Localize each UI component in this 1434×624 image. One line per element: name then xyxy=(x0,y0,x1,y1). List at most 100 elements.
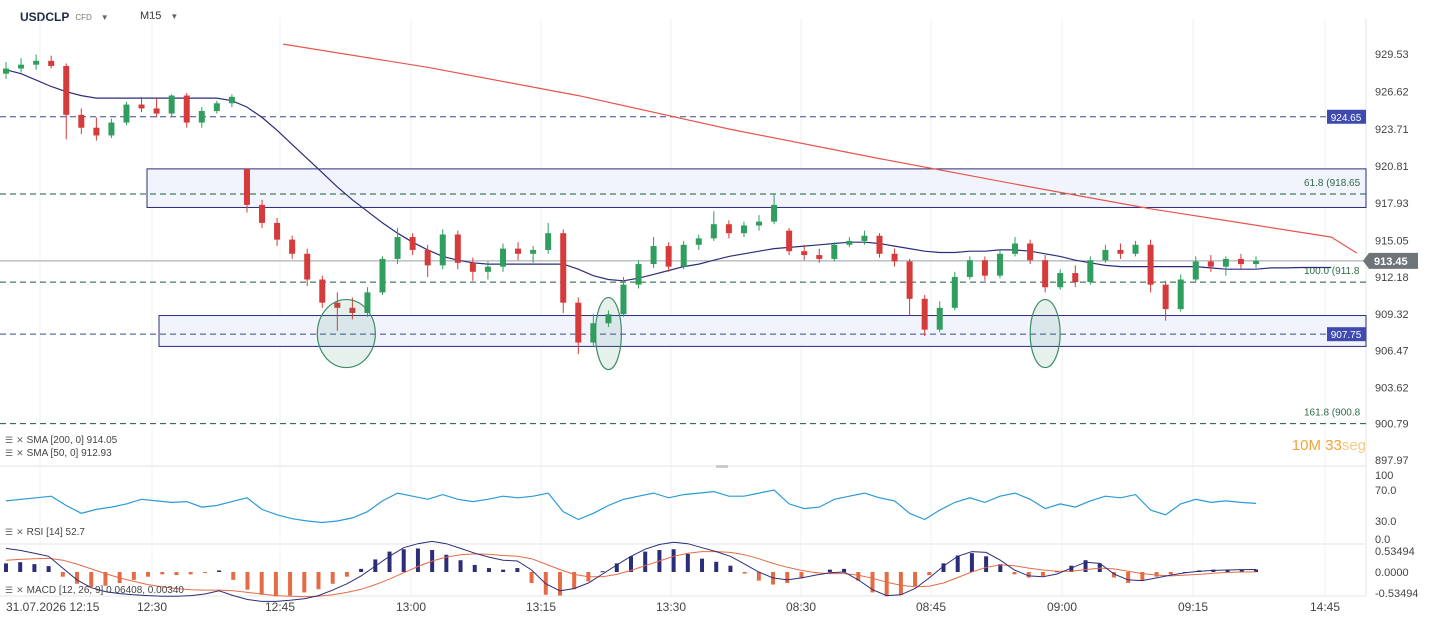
rsi-legend[interactable]: ☰ ✕ RSI [14] 52.7 xyxy=(5,527,85,538)
candle-body xyxy=(469,262,476,272)
macd-histogram-bar xyxy=(188,572,193,575)
candle xyxy=(153,98,160,118)
candle-body xyxy=(966,260,973,277)
drag-handle-icon[interactable]: ☰ xyxy=(5,585,14,595)
timeframe-label: M15 xyxy=(140,10,162,22)
macd-histogram-bar xyxy=(785,572,790,583)
rsi-tick: 70.0 xyxy=(1375,485,1396,497)
time-axis: 31.07.2026 12:15 12:30 12:45 13:00 13:15 13:3… xyxy=(6,600,1340,614)
candle-body xyxy=(605,314,612,324)
candle-body xyxy=(123,104,130,123)
candle xyxy=(966,256,973,280)
candle xyxy=(439,229,446,270)
macd-histogram-bar xyxy=(927,572,932,576)
drag-handle-icon[interactable]: ☰ xyxy=(5,435,14,445)
price-tag-label: 924.65 xyxy=(1331,113,1362,124)
candle-body xyxy=(545,233,552,250)
candle-body xyxy=(274,222,281,240)
macd-histogram-bar xyxy=(316,572,321,590)
macd-legend[interactable]: ☰ ✕ MACD [12, 26, 9] 0.06408, 0.00340 xyxy=(5,585,184,596)
macd-histogram-bar xyxy=(1069,565,1074,572)
candlesticks xyxy=(3,54,1259,355)
price-tick: 915.05 xyxy=(1375,235,1409,247)
candle xyxy=(816,248,823,263)
current-price-tag: 913.45 xyxy=(1363,252,1418,269)
zones xyxy=(146,168,1367,347)
candle xyxy=(469,257,476,281)
candle xyxy=(996,249,1003,279)
grid xyxy=(0,18,1367,597)
candle xyxy=(590,314,597,347)
candle xyxy=(213,100,220,114)
candle-body xyxy=(484,266,491,272)
macd-histogram-bar xyxy=(302,572,307,593)
macd-histogram-bar xyxy=(941,563,946,572)
drag-handle-icon[interactable]: ☰ xyxy=(5,448,14,458)
candle xyxy=(981,256,988,281)
candle xyxy=(1087,256,1094,285)
candle-body xyxy=(665,246,672,267)
candle xyxy=(78,108,85,135)
close-icon[interactable]: ✕ xyxy=(16,435,24,445)
panel-resize-handle xyxy=(716,465,728,468)
macd-histogram-bar xyxy=(4,563,8,572)
timeframe-selector[interactable]: M15 ▼ xyxy=(140,10,178,22)
sma200-legend[interactable]: ☰ ✕ SMA [200, 0] 914.05 xyxy=(5,435,117,446)
candle-body xyxy=(1253,260,1259,265)
rsi-line xyxy=(5,489,1257,524)
candle-body xyxy=(740,225,747,234)
macd-histogram-bar xyxy=(1083,560,1088,572)
candle-body xyxy=(620,284,627,315)
macd-histogram-bar xyxy=(515,568,520,572)
drag-handle-icon[interactable]: ☰ xyxy=(5,527,14,537)
highlight-ellipse xyxy=(1029,298,1061,369)
candle xyxy=(394,228,401,265)
candle xyxy=(650,237,657,268)
macd-histogram-bar xyxy=(742,572,747,574)
candle xyxy=(756,215,763,231)
macd-panel: 0.53494 0.0000 -0.53494 xyxy=(4,540,1418,602)
candle xyxy=(605,310,612,328)
sma50-legend[interactable]: ☰ ✕ SMA [50, 0] 912.93 xyxy=(5,448,112,459)
symbol-selector[interactable]: USDCLP CFD ▼ xyxy=(20,10,109,24)
sma50-legend-text: SMA [50, 0] 912.93 xyxy=(26,448,112,459)
candle xyxy=(424,244,431,277)
macd-histogram-bar xyxy=(799,572,804,579)
close-icon[interactable]: ✕ xyxy=(16,585,24,595)
macd-histogram-bar xyxy=(1055,571,1060,573)
candle xyxy=(876,233,883,258)
macd-histogram-bar xyxy=(728,565,733,572)
candle xyxy=(740,221,747,238)
close-icon[interactable]: ✕ xyxy=(16,448,24,458)
candle-body xyxy=(816,255,823,259)
candle xyxy=(349,297,356,320)
candle xyxy=(1237,253,1244,270)
candle xyxy=(168,94,175,117)
macd-histogram-bar xyxy=(245,572,250,590)
candle xyxy=(515,242,522,261)
candle-body xyxy=(771,204,778,222)
macd-histogram-bar xyxy=(1154,572,1159,577)
macd-histogram-bar xyxy=(217,570,222,572)
macd-histogram-bar xyxy=(1026,572,1031,578)
candle-body xyxy=(515,248,522,254)
candle-body xyxy=(48,60,55,66)
highlight-ellipses xyxy=(316,296,1061,371)
price-tag-label: 907.75 xyxy=(1331,330,1362,341)
price-tag-bg xyxy=(1327,327,1366,342)
macd-tick: -0.53494 xyxy=(1375,588,1418,600)
candle-body xyxy=(756,221,763,226)
candle xyxy=(198,107,205,128)
candle xyxy=(409,233,416,256)
candle xyxy=(304,248,311,286)
candle xyxy=(484,261,491,280)
candle xyxy=(936,301,943,333)
chevron-down-icon: ▼ xyxy=(170,11,179,21)
candle xyxy=(33,54,40,70)
macd-histogram-bar xyxy=(842,568,847,572)
candle-body xyxy=(846,240,853,245)
rsi-tick: 0.0 xyxy=(1375,534,1390,546)
current-price-value: 913.45 xyxy=(1374,256,1408,268)
close-icon[interactable]: ✕ xyxy=(16,527,24,537)
